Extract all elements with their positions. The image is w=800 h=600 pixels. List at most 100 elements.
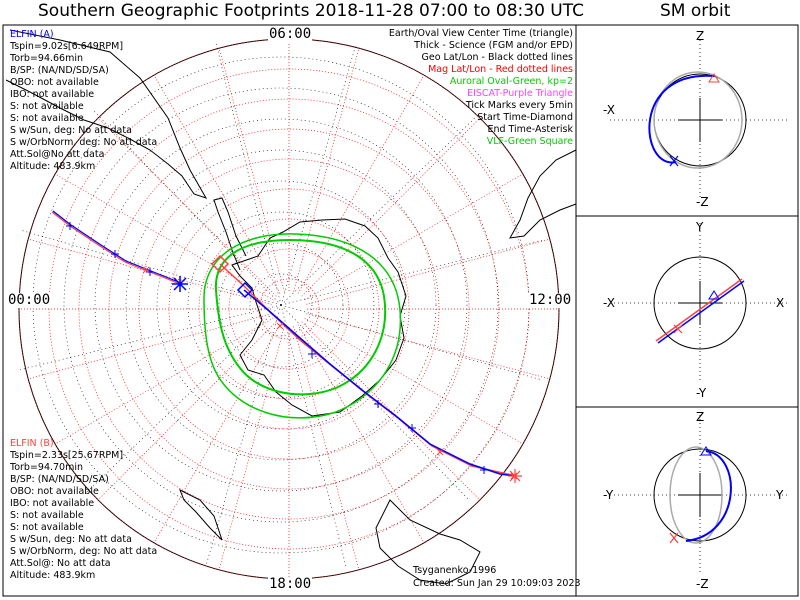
- legend-item: Thick - Science (FGM and/or EPD): [414, 40, 573, 51]
- sat-b-line: S w/OrbNorm, deg: No att data: [10, 546, 158, 557]
- sat-a-start-diamond: [236, 281, 254, 299]
- sat-b-tick-mark: [276, 322, 284, 330]
- sat-b-tick-mark: [436, 448, 444, 456]
- sat-a-track: [243, 289, 515, 477]
- south-america-coastline: [5, 29, 208, 199]
- model-label: Tsyganenko-1996: [413, 565, 497, 576]
- geo-lat-circle: [187, 211, 375, 399]
- sat-a-line: IBO: not available: [10, 89, 95, 100]
- sat-a-orbit-arc: [685, 450, 732, 542]
- geo-lon-line: [21, 230, 282, 306]
- sat-a-track-segment: [52, 210, 182, 284]
- mag-lon-line: [293, 48, 360, 292]
- geo-lat-circle: [218, 242, 344, 368]
- sat-a-line: S: not available: [10, 113, 84, 124]
- mag-lon-line: [97, 321, 277, 501]
- orbit1-label-bottom: -Z: [696, 195, 709, 209]
- orbit2-label-right: X: [776, 296, 785, 310]
- geo-lon-line: [215, 42, 282, 306]
- geo-lat-circle: [94, 118, 468, 492]
- sat-b-line: S w/Sun, deg: No att data: [10, 534, 132, 545]
- sat-b-line: Altitude: 483.9km: [10, 570, 96, 581]
- sat-a-info: ELFIN (A) Tspin=9.02s[6.649RPM] Torb=94.…: [10, 29, 157, 173]
- sat-a-tick-mark: [374, 400, 382, 408]
- sat-b-orbit-marker: [708, 73, 720, 83]
- orbit-title: SM orbit: [660, 1, 731, 21]
- sat-a-orbit-marker: [700, 446, 712, 456]
- sat-a-orbit: [657, 280, 745, 344]
- geo-lon-line: [206, 304, 282, 565]
- geo-lon-line: [280, 304, 469, 500]
- orbit-frame: [575, 24, 799, 597]
- geo-lon-line: [280, 304, 541, 380]
- sat-b-start-diamond: [210, 254, 230, 274]
- mag-lon-line: [304, 317, 524, 445]
- legend-item: EISCAT-Purple Triangle: [467, 88, 573, 99]
- legend-item: Earth/Oval View Center Time (triangle): [388, 28, 573, 39]
- mag-lon-line: [153, 74, 281, 294]
- auroral-oval-equatorward: [203, 233, 402, 419]
- antarctica-coastline: [231, 218, 407, 417]
- geo-lon-line: [93, 110, 282, 306]
- geo-lon-line: [86, 304, 282, 493]
- sat-b-track: [219, 263, 517, 477]
- mag-lon-line: [218, 48, 285, 292]
- sat-a-tick-mark: [308, 350, 316, 358]
- orbit-earth-circle: [653, 448, 747, 542]
- mag-lon-line: [54, 317, 274, 445]
- sat-a-orbit-marker: [669, 155, 679, 167]
- legend-item: Tick Marks every 5min: [465, 100, 573, 111]
- mag-lon-line: [54, 173, 274, 301]
- australia-coastline: [375, 499, 481, 585]
- mag-lon-line: [304, 173, 524, 301]
- sat-a-line: Altitude: 483.9km: [10, 161, 96, 172]
- clock-label-bottom: 18:00: [268, 576, 313, 592]
- orbit3-label-top: Z: [696, 410, 705, 424]
- geo-lon-line: [280, 45, 356, 306]
- sat-a-tick-mark: [111, 250, 119, 258]
- legend-item: Start Time-Diamond: [477, 112, 573, 123]
- mag-lon-line: [28, 313, 272, 380]
- sat-a-line: S w/OrbNorm, deg: No att data: [10, 137, 158, 148]
- legend-item: End Time-Asterisk: [487, 124, 573, 135]
- orbit-earth-circle: [653, 256, 747, 350]
- sat-a-line: S w/Sun, deg: No att data: [10, 125, 132, 136]
- mag-lon-line: [306, 238, 550, 305]
- geo-lat-circle: [63, 87, 499, 523]
- sat-b-line: S: not available: [10, 510, 84, 521]
- clock-label-left: 00:00: [7, 292, 52, 308]
- mag-lon-line: [297, 324, 425, 544]
- mag-lon-line: [293, 326, 360, 570]
- sat-a-line: Att.Sol@No att data: [10, 149, 105, 160]
- clock-label-top: 06:00: [268, 26, 313, 42]
- sat-a-line: S: not available: [10, 101, 84, 112]
- orbit2-label-top: Y: [696, 220, 704, 234]
- sat-b-line: Torb=94.70min: [10, 462, 84, 473]
- sat-b-tick-mark: [142, 266, 150, 274]
- clock-label-right: 12:00: [528, 292, 573, 308]
- orbit3-label-bottom: -Z: [696, 577, 709, 591]
- sat-b-orbit-marker: [673, 324, 683, 334]
- sat-b-orbit-marker: [669, 532, 679, 544]
- geo-lat-circle: [156, 180, 406, 430]
- geo-lon-line: [280, 117, 476, 306]
- mag-lon-line: [218, 326, 285, 570]
- antarctic-peninsula: [213, 197, 247, 271]
- geo-lon-line: [18, 304, 282, 371]
- mag-lon-line: [297, 74, 425, 294]
- geo-lon-line: [280, 239, 544, 306]
- sat-a-end-asterisk: [172, 276, 188, 292]
- main-title: Southern Geographic Footprints 2018-11-2…: [38, 1, 585, 21]
- legend-item: Auroral Oval-Green, kp=2: [449, 76, 573, 87]
- sat-a-tick-mark: [480, 466, 488, 474]
- sat-a-orbit-arc: [648, 74, 715, 164]
- geo-lat-circle: [125, 149, 437, 461]
- orbit3-label-left: -Y: [603, 488, 614, 502]
- legend-item: Geo Lat/Lon - Black dotted lines: [421, 52, 573, 63]
- sat-a-line: Tspin=9.02s[6.649RPM]: [10, 41, 124, 52]
- island-coastline: [179, 488, 223, 541]
- legend: Earth/Oval View Center Time (triangle) T…: [389, 28, 573, 148]
- sat-a-tick-mark: [408, 424, 416, 432]
- orbit2-label-left: -X: [603, 296, 615, 310]
